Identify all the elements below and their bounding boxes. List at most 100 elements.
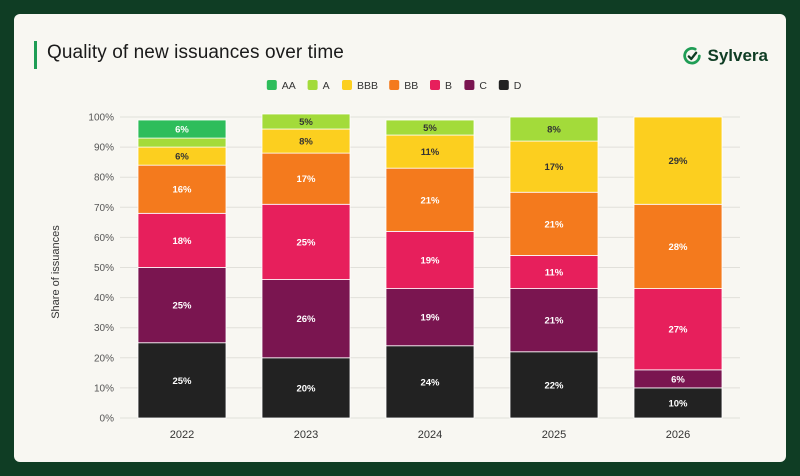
data-label: 21% — [420, 195, 440, 206]
y-tick-label: 60% — [94, 233, 114, 244]
bar-segment-bb — [261, 152, 351, 205]
legend-label: BB — [404, 80, 418, 92]
chart-bars: 25% 25% 18% 16% 6% 6% 20% 26% 25% 17% 8% 5% 24% 19% 19… — [137, 113, 723, 419]
bar-stack-2023: 20% 26% 25% 17% 8% 5% — [261, 113, 351, 419]
bar-segment-bbb — [509, 140, 599, 193]
y-tick-label: 40% — [94, 293, 114, 304]
bar-segment-c — [509, 288, 599, 353]
legend-item-aa: AA — [266, 80, 296, 92]
legend-label: B — [445, 80, 452, 92]
bar-segment-bb — [509, 191, 599, 256]
legend-item-b: B — [430, 80, 452, 92]
bar-segment-d — [385, 345, 475, 419]
bar-segment-d — [509, 351, 599, 419]
data-label: 20% — [296, 383, 316, 394]
legend-swatch — [430, 80, 440, 90]
data-label: 5% — [423, 123, 437, 134]
data-label: 19% — [420, 255, 440, 266]
bar-segment-d — [137, 342, 227, 419]
bar-segment-aa — [137, 119, 227, 139]
stacked-bar-chart: AA A BBB BB B C D 0%10%20%30%40%50%60%70%80%90… — [50, 80, 740, 441]
bar-segment-c — [137, 267, 227, 344]
data-label: 22% — [544, 380, 564, 391]
title-accent-bar — [34, 41, 37, 69]
x-tick-label: 2023 — [294, 429, 318, 441]
legend-swatch — [307, 80, 318, 90]
bar-segment-bbb — [633, 116, 723, 205]
brand-logo: Sylvera — [681, 44, 769, 68]
bar-segment-a — [261, 113, 351, 130]
legend-label: BBB — [357, 80, 378, 92]
y-axis-label: Share of issuances — [50, 225, 62, 319]
legend-swatch — [389, 80, 400, 90]
bar-segment-c — [261, 279, 351, 359]
x-tick-label: 2022 — [170, 429, 194, 441]
bar-segment-bbb — [385, 134, 475, 169]
data-label: 21% — [544, 316, 564, 327]
bar-stack-2022: 25% 25% 18% 16% 6% 6% — [137, 119, 227, 419]
legend-item-bb: BB — [389, 80, 418, 92]
bar-segment-a — [509, 116, 599, 142]
y-tick-label: 10% — [94, 383, 114, 394]
bar-stack-2024: 24% 19% 19% 21% 11% 5% — [385, 119, 475, 419]
data-label: 6% — [175, 125, 189, 136]
legend-label: AA — [282, 80, 296, 92]
legend-label: C — [479, 80, 487, 92]
legend-item-c: C — [464, 80, 487, 92]
legend-label: D — [514, 80, 522, 92]
bar-segment-c — [385, 288, 475, 347]
legend-item-bbb: BBB — [342, 80, 378, 92]
data-label: 8% — [547, 125, 561, 136]
legend-swatch — [464, 80, 475, 90]
bar-segment-a — [385, 119, 475, 136]
legend-swatch — [266, 80, 277, 90]
data-label: 8% — [299, 137, 313, 148]
bar-stack-2026: 10% 6% 27% 28% 29% — [633, 116, 723, 419]
bar-segment-b — [137, 212, 227, 268]
data-label: 25% — [172, 376, 192, 387]
data-label: 27% — [668, 325, 688, 336]
bar-segment-bb — [633, 203, 723, 289]
x-tick-label: 2025 — [542, 429, 566, 441]
y-tick-label: 50% — [94, 263, 114, 274]
bar-segment-a — [137, 137, 227, 148]
bar-segment-bb — [137, 164, 227, 214]
data-label: 25% — [296, 237, 316, 248]
data-label: 6% — [175, 152, 189, 163]
data-label: 28% — [668, 242, 688, 253]
y-tick-label: 0% — [100, 414, 115, 425]
y-tick-label: 100% — [88, 113, 114, 124]
bar-segment-bb — [385, 167, 475, 232]
bar-segment-d — [261, 357, 351, 419]
data-label: 26% — [296, 314, 316, 325]
chart-title: Quality of new issuances over time — [47, 42, 344, 63]
legend-swatch — [342, 80, 352, 90]
y-tick-label: 80% — [94, 173, 114, 184]
y-tick-label: 20% — [94, 353, 114, 364]
data-label: 21% — [544, 219, 564, 230]
sylvera-logo-icon — [682, 47, 701, 65]
legend-item-a: A — [307, 80, 330, 92]
data-label: 18% — [172, 236, 192, 247]
chart-legend: AA A BBB BB B C D — [266, 80, 522, 92]
data-label: 17% — [544, 162, 564, 173]
data-label: 25% — [172, 301, 192, 312]
brand-name: Sylvera — [707, 46, 769, 65]
data-label: 29% — [668, 156, 688, 167]
data-label: 6% — [671, 374, 685, 385]
y-tick-label: 30% — [94, 323, 114, 334]
data-label: 10% — [668, 398, 688, 409]
data-label: 11% — [421, 147, 440, 158]
x-tick-label: 2026 — [666, 429, 690, 441]
legend-swatch — [498, 80, 509, 90]
data-label: 16% — [172, 185, 192, 196]
x-tick-label: 2024 — [418, 429, 442, 441]
data-label: 17% — [296, 174, 316, 185]
data-label: 11% — [545, 268, 564, 279]
bar-stack-2025: 22% 21% 11% 21% 17% 8% — [509, 116, 599, 419]
bar-segment-d — [633, 387, 723, 419]
bar-segment-b — [509, 255, 599, 289]
y-tick-label: 90% — [94, 143, 114, 154]
data-label: 19% — [420, 313, 440, 324]
legend-item-d: D — [498, 80, 522, 92]
